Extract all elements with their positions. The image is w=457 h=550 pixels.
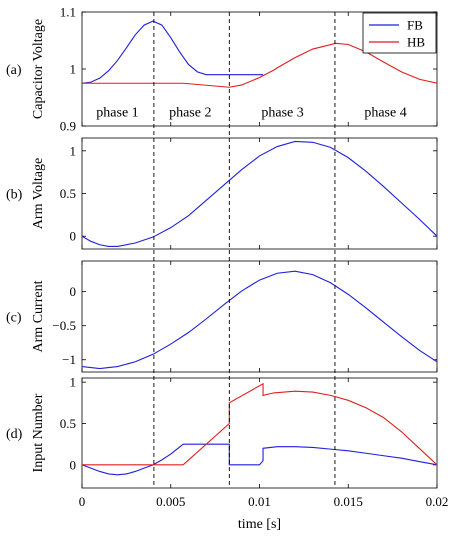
series-line-fb bbox=[82, 20, 264, 84]
axes-box bbox=[81, 137, 438, 250]
y-tick-label: 0 bbox=[70, 457, 77, 472]
y-tick-label: 1 bbox=[70, 62, 77, 77]
y-tick-label: −1 bbox=[62, 352, 76, 367]
phase-label: phase 1 bbox=[96, 105, 138, 120]
y-tick-label: −0.5 bbox=[52, 318, 76, 333]
series-line-hb bbox=[82, 382, 437, 466]
series-line-hb bbox=[82, 42, 437, 88]
x-tick-label: 0 bbox=[79, 494, 86, 509]
x-tick-label: 0.015 bbox=[334, 494, 363, 509]
x-axis-label: time [s] bbox=[238, 517, 281, 532]
legend-label: FB bbox=[407, 18, 423, 33]
y-axis-label: Capacitor Voltage bbox=[31, 19, 46, 119]
y-tick-label: 0.9 bbox=[60, 119, 76, 134]
phase-label: phase 4 bbox=[364, 105, 406, 120]
legend: FB HB bbox=[362, 12, 437, 54]
x-tick-label: 0.005 bbox=[156, 494, 185, 509]
legend-label: HB bbox=[407, 35, 425, 50]
x-tick-label: 0.01 bbox=[248, 494, 271, 509]
panel-tag: (c) bbox=[6, 311, 22, 326]
phase-label: phase 2 bbox=[169, 105, 211, 120]
y-tick-label: 1 bbox=[70, 375, 77, 390]
y-tick-label: 1 bbox=[70, 143, 77, 158]
panel-a bbox=[81, 11, 438, 127]
y-tick-label: 0.5 bbox=[60, 416, 76, 431]
panel-tag: (d) bbox=[6, 427, 23, 442]
y-axis-label: Arm Current bbox=[31, 280, 46, 352]
series-line-fb bbox=[82, 140, 437, 247]
phase-label: phase 3 bbox=[261, 105, 303, 120]
x-tick-label: 0.02 bbox=[426, 494, 449, 509]
axes-box bbox=[81, 260, 438, 373]
series-line-fb bbox=[82, 443, 437, 476]
panel-d bbox=[81, 377, 438, 489]
panel-c bbox=[81, 260, 438, 373]
panel-b bbox=[81, 137, 438, 250]
y-tick-label: 1.1 bbox=[60, 5, 76, 20]
y-tick-label: 0 bbox=[70, 229, 77, 244]
y-axis-label: Input Number bbox=[31, 393, 46, 472]
y-tick-label: 0 bbox=[70, 284, 77, 299]
y-tick-label: 0.5 bbox=[60, 186, 76, 201]
panel-tag: (b) bbox=[6, 188, 23, 203]
panel-tag: (a) bbox=[6, 63, 22, 78]
legend-box bbox=[362, 12, 437, 54]
y-axis-label: Arm Voltage bbox=[31, 158, 46, 229]
series-line-fb bbox=[82, 270, 437, 370]
